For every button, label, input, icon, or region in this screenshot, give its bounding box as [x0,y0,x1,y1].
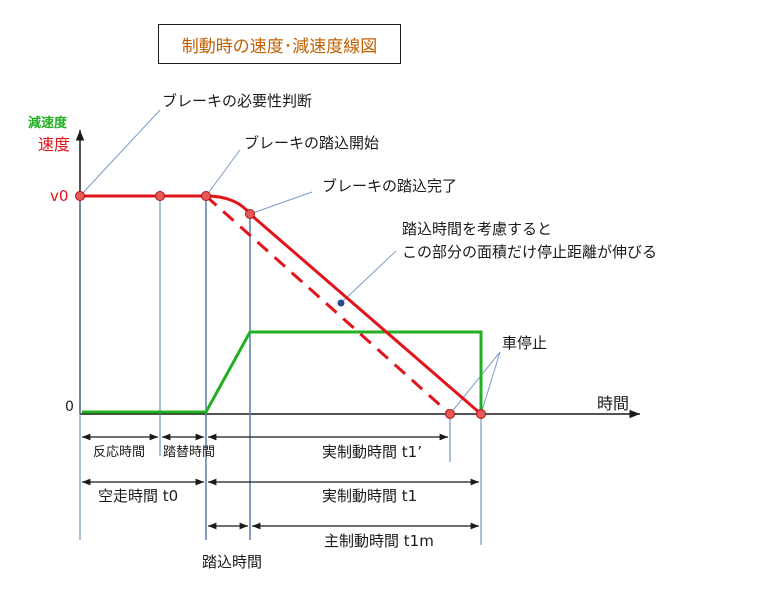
diagram-title: 制動時の速度･減速度線図 [158,24,401,64]
x-axis-time-label: 時間 [597,394,629,413]
interval-label-pressing: 踏込時間 [202,553,262,571]
callout-leader-press-start [205,149,241,197]
speed-curve-instant [205,194,451,416]
callout-leader-press-done [249,191,313,215]
marker-stop [476,409,486,419]
marker-judge [75,191,85,201]
interval-label-main-braking: 主制動時間 t1m [324,532,434,550]
zero-label: 0 [65,399,74,415]
v0-label: v0 [50,187,68,205]
callout-area-line2: この部分の面積だけ停止距離が伸びる [402,243,657,261]
callout-leader-stop-1 [449,351,501,415]
callout-area-line1: 踏込時間を考慮すると [402,220,552,238]
marker-press-done [245,209,255,219]
interval-label-switch: 踏替時間 [163,445,215,460]
interval-label-free-running: 空走時間 t0 [98,487,178,505]
interval-label-actual-braking: 実制動時間 t1 [322,487,417,505]
interval-label-actual-braking-prime: 実制動時間 t1’ [322,443,422,461]
callout-press-done: ブレーキの踏込完了 [322,177,457,195]
callout-stop: 車停止 [502,334,547,352]
area-indicator-dot [337,299,345,307]
callout-judge: ブレーキの必要性判断 [162,92,312,110]
callout-press-start: ブレーキの踏込開始 [244,134,379,152]
marker-switch [155,191,165,201]
y-axis-deceleration-label: 減速度 [28,115,68,131]
callout-leader-area [340,250,397,304]
y-axis-speed-label: 速度 [38,135,70,154]
callout-leader-judge [79,109,161,197]
interval-label-reaction: 反応時間 [93,445,145,460]
callout-leader-stop-2 [480,351,501,415]
deceleration-curve [82,330,483,414]
marker-stop-prime [445,409,455,419]
marker-press-start [201,191,211,201]
